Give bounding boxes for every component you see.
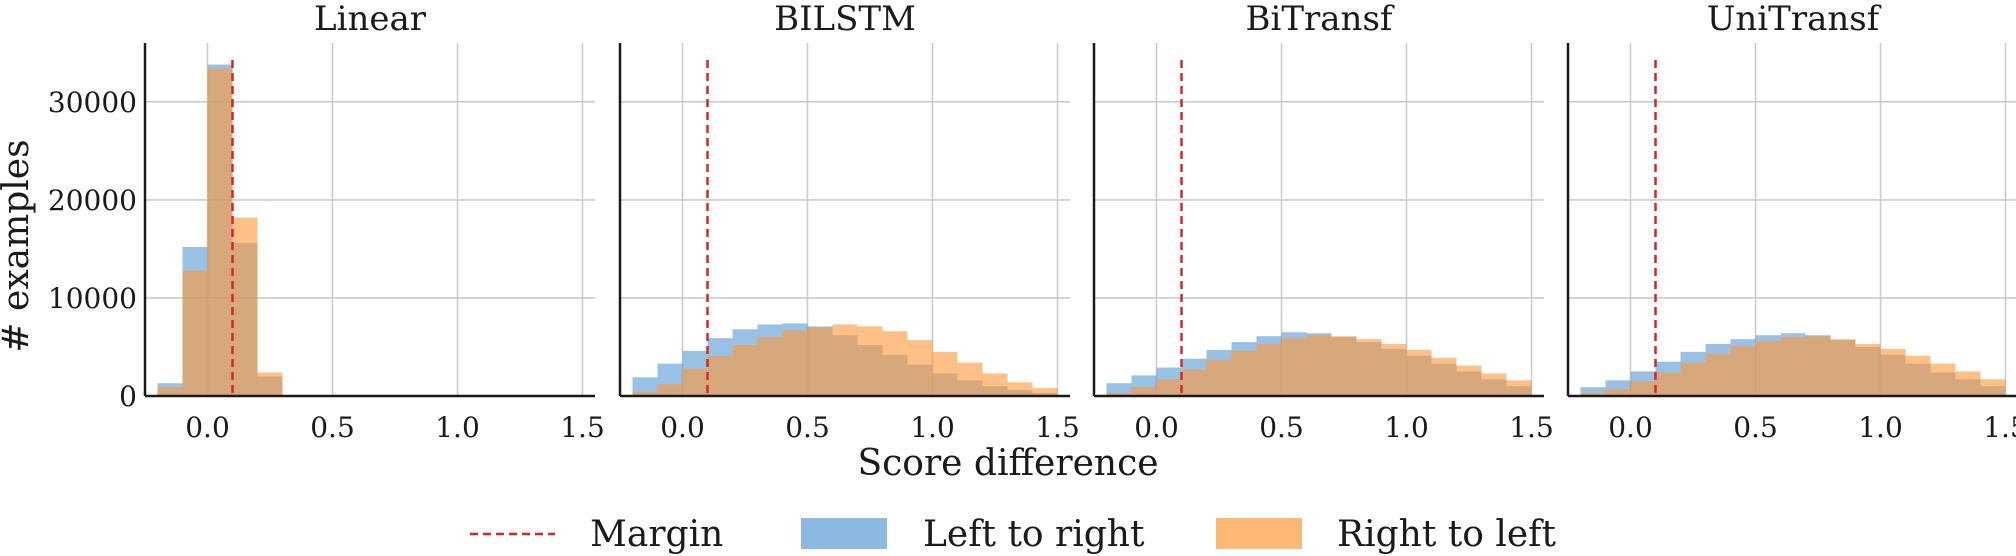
bar-right-to-left [1506, 380, 1532, 396]
bar-right-to-left [1805, 336, 1831, 396]
panel-title: UniTransf [1707, 0, 1882, 39]
panel-title: BILSTM [774, 0, 916, 39]
bar-right-to-left [857, 326, 883, 396]
panel-bitransf: BiTransf 0.0 0.5 1.0 1.5 [1092, 0, 1554, 444]
bar-right-to-left [232, 217, 258, 396]
bar-right-to-left [1605, 389, 1631, 396]
bar-right-to-left [1905, 355, 1931, 396]
x-tick-label: 1.5 [1035, 411, 1080, 444]
bar-right-to-left [1281, 338, 1307, 396]
legend-right-to-left-label: Right to left [1337, 514, 1556, 555]
bar-right-to-left [807, 327, 833, 396]
bar-right-to-left [1705, 353, 1731, 396]
panel-bilstm: BILSTM 0.0 0.5 1.0 1.5 [618, 0, 1080, 444]
x-tick-label: 0.5 [785, 411, 830, 444]
x-tick-label: 1.5 [560, 411, 605, 444]
bar-right-to-left [1381, 344, 1407, 396]
x-tick-label: 0.5 [1259, 411, 1304, 444]
bar-right-to-left [1306, 335, 1332, 396]
legend: Margin Left to right Right to left [470, 514, 1556, 555]
bar-left-to-right [1580, 387, 1606, 396]
bar-right-to-left [932, 351, 958, 396]
x-tick-label: 1.5 [1983, 411, 2016, 444]
y-axis-label: # examples [0, 139, 37, 352]
x-tick-label: 0.0 [660, 411, 705, 444]
bar-right-to-left [1106, 393, 1132, 396]
bar-right-to-left [882, 331, 908, 396]
bar-right-to-left [707, 355, 733, 396]
bar-right-to-left [1356, 339, 1382, 396]
legend-left-to-right-swatch [801, 518, 887, 549]
bar-right-to-left [1156, 379, 1182, 396]
bar-right-to-left [1930, 363, 1956, 396]
bar-right-to-left [1980, 379, 2006, 396]
bar-right-to-left [1007, 382, 1033, 396]
bar-right-to-left [1181, 369, 1207, 396]
bar-right-to-left [1655, 372, 1681, 396]
x-tick-label: 1.0 [1384, 411, 1429, 444]
panel-unitransf: UniTransf 0.0 0.5 1.0 1.5 [1566, 0, 2016, 444]
bar-right-to-left [257, 372, 283, 396]
x-tick-label: 1.0 [1858, 411, 1903, 444]
x-tick-label: 1.0 [435, 411, 480, 444]
bar-right-to-left [1780, 337, 1806, 396]
bar-right-to-left [657, 384, 683, 396]
panel-linear: Linear 0.0 0.5 1.0 1.5 0 10000 20000 30000 [48, 0, 605, 444]
legend-right-to-left-swatch [1216, 518, 1302, 549]
bar-right-to-left [1231, 350, 1257, 396]
bar-right-to-left [1830, 339, 1856, 396]
bar-right-to-left [907, 340, 933, 396]
bar-right-to-left [1880, 348, 1906, 396]
bar-right-to-left [207, 68, 233, 396]
bar-right-to-left [1730, 345, 1756, 396]
legend-left-to-right-label: Left to right [923, 514, 1145, 555]
bar-right-to-left [732, 345, 758, 396]
bar-right-to-left [1456, 365, 1482, 396]
bar-left-to-right [1106, 383, 1132, 396]
bar-right-to-left [1630, 381, 1656, 396]
panel-title: BiTransf [1246, 0, 1395, 39]
bar-right-to-left [1206, 359, 1232, 396]
x-tick-label: 0.0 [1134, 411, 1179, 444]
legend-margin-label: Margin [590, 514, 723, 555]
bar-right-to-left [1855, 344, 1881, 396]
bar-right-to-left [682, 368, 708, 396]
bar-right-to-left [157, 387, 183, 396]
y-tick-label: 30000 [48, 86, 137, 119]
bar-right-to-left [1955, 371, 1981, 396]
panel-title: Linear [314, 0, 427, 39]
x-tick-label: 0.5 [1733, 411, 1778, 444]
x-axis-label: Score difference [857, 443, 1158, 484]
bar-right-to-left [757, 337, 783, 396]
panels: Linear 0.0 0.5 1.0 1.5 0 10000 20000 30000 BILSTM… [48, 0, 2016, 444]
bar-right-to-left [1032, 388, 1058, 396]
bar-right-to-left [957, 362, 983, 396]
bar-right-to-left [1406, 349, 1432, 396]
x-tick-label: 1.0 [910, 411, 955, 444]
bar-right-to-left [1755, 341, 1781, 396]
bar-right-to-left [182, 270, 208, 396]
bar-left-to-right [632, 377, 658, 396]
bar-right-to-left [1256, 344, 1282, 396]
bar-right-to-left [632, 392, 658, 396]
bar-right-to-left [1431, 357, 1457, 396]
x-tick-label: 0.0 [185, 411, 230, 444]
y-tick-label: 10000 [48, 282, 137, 315]
bar-right-to-left [832, 324, 858, 396]
bar-right-to-left [1481, 373, 1507, 396]
x-tick-label: 0.0 [1608, 411, 1653, 444]
bar-right-to-left [1680, 362, 1706, 396]
x-tick-label: 0.5 [310, 411, 355, 444]
bar-right-to-left [782, 330, 808, 396]
bar-right-to-left [1580, 393, 1606, 396]
x-tick-label: 1.5 [1509, 411, 1554, 444]
bar-right-to-left [1131, 387, 1157, 396]
bar-right-to-left [1331, 336, 1357, 396]
bar-right-to-left [982, 373, 1008, 396]
y-tick-label: 0 [119, 380, 137, 413]
y-tick-label: 20000 [48, 184, 137, 217]
